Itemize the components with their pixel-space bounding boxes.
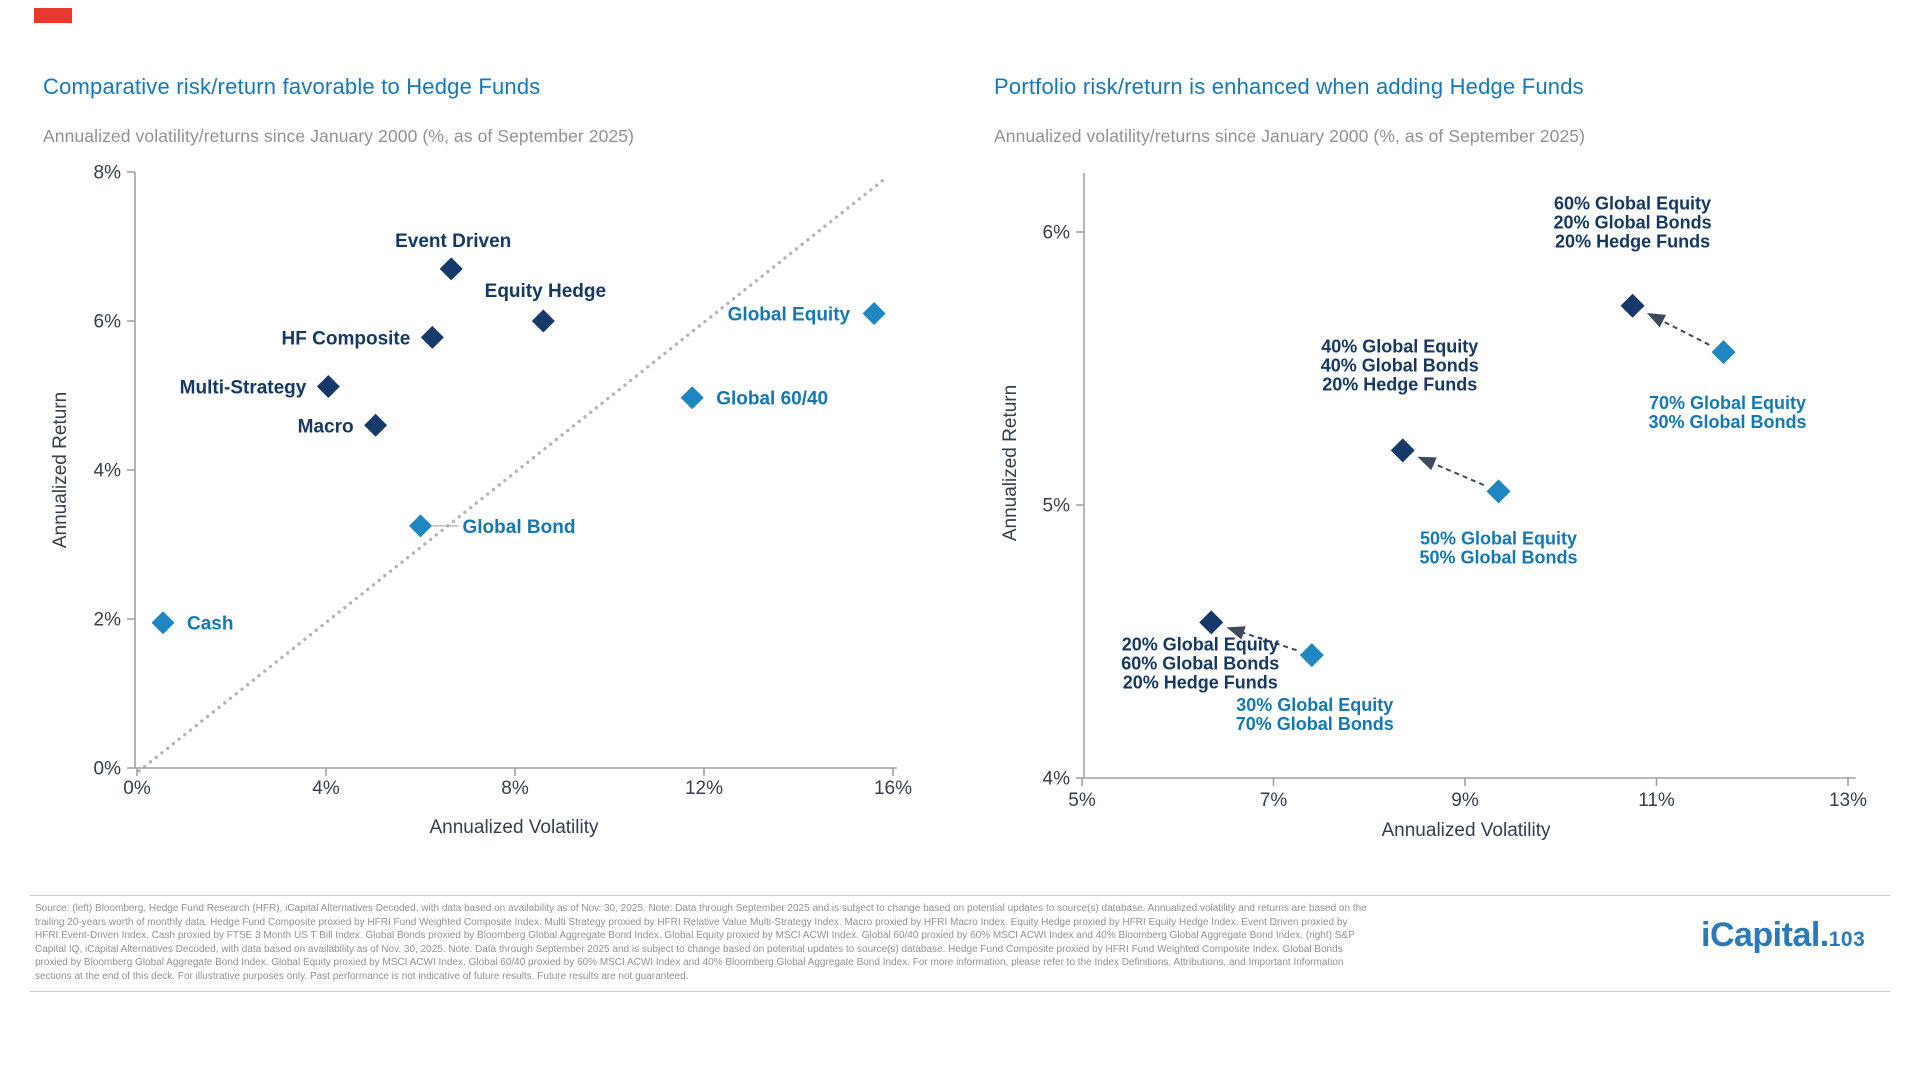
footer-line: trailing 20-years worth of monthly data.… (35, 916, 1348, 928)
data-point-label-hf-40-40-20: 40% Global Equity 40% Global Bonds 20% Hed… (1321, 336, 1479, 394)
right-chart-header: Portfolio risk/return is enhanced when a… (994, 74, 1585, 147)
data-point-mix-50-50 (1486, 479, 1511, 504)
improvement-arrow (1226, 626, 1297, 652)
x-tick-label: 11% (1638, 790, 1675, 811)
footer-line: Capital IQ, iCapital Alternatives Decode… (35, 943, 1343, 955)
improvement-arrow (1646, 312, 1710, 346)
data-point-mix-30-70 (1299, 643, 1324, 668)
footer-line: sections at the end of this deck. For il… (35, 970, 689, 982)
data-point-label-hf-20-60-20: 20% Global Equity 60% Global Bonds 20% Hed… (1121, 634, 1279, 692)
left-chart-title: Comparative risk/return favorable to Hed… (43, 74, 541, 99)
data-point-label-macro: Macro (298, 416, 354, 437)
data-point-hf-20-60-20 (1199, 610, 1224, 635)
x-tick-label: 8% (501, 778, 529, 799)
icapital-logo-brand: iCapital. (1701, 916, 1829, 954)
footer-divider-top (30, 895, 1890, 896)
data-point-label-hf-composite: HF Composite (282, 328, 411, 349)
data-point-label-mix-30-70: 30% Global Equity 70% Global Bonds (1236, 695, 1394, 734)
data-point-multi-strategy (316, 375, 340, 399)
icapital-logo-page-number: 103 (1828, 928, 1866, 951)
y-tick-label: 5% (1043, 496, 1071, 517)
accent-bar (34, 8, 72, 23)
x-tick-label: 13% (1829, 790, 1867, 811)
right-chart-subtitle: Annualized volatility/returns since Janu… (994, 126, 1586, 146)
data-point-label-multi-strategy: Multi-Strategy (180, 378, 307, 399)
data-point-label-global-equity: Global Equity (728, 305, 851, 326)
left-chart-header: Comparative risk/return favorable to Hed… (43, 74, 634, 147)
x-tick-label: 16% (874, 778, 912, 799)
data-point-label-global-bond: Global Bond (463, 517, 576, 538)
data-point-label-cash: Cash (187, 614, 233, 635)
footer-disclosure: Source: (left) Bloomberg, Hedge Fund Res… (35, 902, 1375, 984)
x-axis-title: Annualized Volatility (430, 817, 599, 838)
x-tick-label: 7% (1260, 790, 1288, 811)
y-tick-label: 6% (1043, 223, 1071, 244)
data-point-label-equity-hedge: Equity Hedge (485, 281, 606, 302)
y-axis-title: Annualized Return (50, 392, 71, 548)
x-axis-title: Annualized Volatility (1382, 820, 1551, 841)
data-point-label-global-60-40: Global 60/40 (716, 389, 828, 410)
footer-line: Source: (left) Bloomberg, Hedge Fund Res… (35, 903, 1367, 914)
right-chart-title: Portfolio risk/return is enhanced when a… (994, 74, 1584, 99)
improvement-arrow (1417, 456, 1485, 486)
y-tick-label: 8% (94, 163, 122, 184)
data-point-hf-60-20-20 (1620, 293, 1645, 318)
data-point-global-equity (862, 302, 886, 326)
y-tick-label: 0% (94, 759, 122, 780)
data-point-label-event-driven: Event Driven (395, 231, 511, 252)
left-chart-subtitle: Annualized volatility/returns since Janu… (43, 126, 635, 146)
y-axis-title: Annualized Return (1000, 385, 1021, 541)
x-tick-label: 0% (123, 778, 151, 799)
y-tick-label: 4% (94, 461, 122, 482)
icapital-logo: iCapital.103 (1701, 916, 1865, 955)
footer-line: HFRI Event-Driven Index. Cash proxied by… (35, 930, 1355, 942)
data-point-mix-70-30 (1711, 340, 1736, 365)
data-point-label-mix-70-30: 70% Global Equity 30% Global Bonds (1649, 393, 1807, 432)
data-point-hf-40-40-20 (1390, 438, 1415, 463)
y-tick-label: 2% (94, 610, 122, 631)
data-point-event-driven (439, 257, 463, 281)
data-point-global-60-40 (680, 386, 704, 410)
y-tick-label: 4% (1043, 769, 1071, 790)
footer-divider-bottom (30, 991, 1890, 992)
data-point-hf-composite (420, 325, 444, 349)
x-tick-label: 12% (685, 778, 723, 799)
diagonal-reference-line (137, 175, 889, 773)
y-tick-label: 6% (94, 312, 122, 333)
x-tick-label: 9% (1451, 790, 1479, 811)
data-point-label-hf-60-20-20: 60% Global Equity 20% Global Bonds 20% Hed… (1554, 194, 1712, 252)
footer-line: proxied by Bloomberg Global Aggregate Bo… (35, 957, 1344, 969)
data-point-macro (364, 413, 388, 437)
data-point-equity-hedge (531, 309, 555, 333)
x-tick-label: 4% (312, 778, 340, 799)
data-point-label-mix-50-50: 50% Global Equity 50% Global Bonds (1419, 528, 1577, 567)
data-point-cash (151, 611, 175, 635)
x-tick-label: 5% (1068, 790, 1096, 811)
data-point-global-bond (409, 514, 432, 538)
